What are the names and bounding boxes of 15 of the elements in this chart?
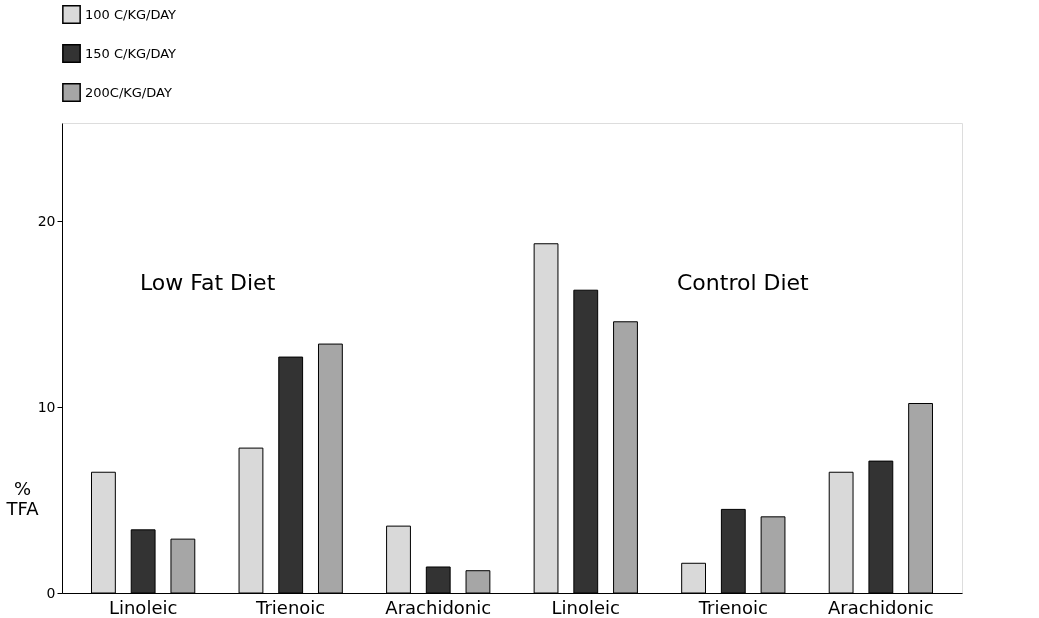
y-tick-label: 10 xyxy=(37,398,56,415)
x-tick-label: Linoleic xyxy=(108,596,178,618)
legend-label: 100 C/KG/DAY xyxy=(85,6,177,22)
legend-label: 150 C/KG/DAY xyxy=(85,45,177,61)
x-tick-label: Trienoic xyxy=(697,596,768,618)
x-tick-label: Trienoic xyxy=(255,596,326,618)
annotation: Low Fat Diet xyxy=(140,269,276,295)
y-tick-label: 20 xyxy=(37,212,56,229)
x-tick-label: Linoleic xyxy=(551,596,620,618)
annotation: Control Diet xyxy=(677,269,810,295)
y-tick-label: 0 xyxy=(46,584,56,601)
y-axis-title: % TFA xyxy=(5,477,40,519)
legend-label: 200C/KG/DAY xyxy=(85,84,172,100)
x-tick-label: Arachidonic xyxy=(827,596,934,618)
x-tick-label: Arachidonic xyxy=(385,596,492,618)
